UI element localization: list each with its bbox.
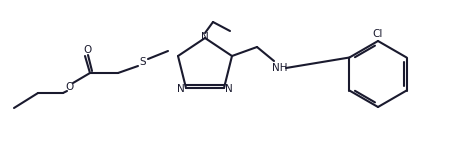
Text: O: O — [83, 45, 91, 55]
Text: Cl: Cl — [373, 29, 383, 39]
Text: S: S — [140, 57, 146, 67]
Text: N: N — [225, 84, 233, 94]
Text: O: O — [66, 82, 74, 92]
Text: N: N — [177, 84, 185, 94]
Text: N: N — [201, 32, 209, 42]
Text: NH: NH — [272, 63, 288, 73]
